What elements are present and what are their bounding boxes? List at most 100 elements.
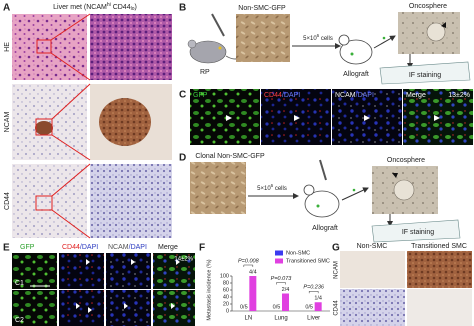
channel-part: /DAPI bbox=[282, 92, 300, 99]
syringe bbox=[211, 13, 225, 37]
pointers bbox=[226, 115, 440, 121]
channel-part: /DAPI bbox=[129, 244, 147, 251]
channel-label: NCAM/DAPI bbox=[108, 244, 147, 251]
row-label: CD44 bbox=[4, 192, 11, 210]
result-label: Oncosphere bbox=[409, 3, 447, 10]
host-label: Allograft bbox=[343, 71, 369, 78]
assay-label: IF staining bbox=[402, 229, 434, 236]
y-tick-label: 0 bbox=[226, 308, 229, 314]
micrograph bbox=[190, 89, 260, 145]
micrograph bbox=[12, 290, 57, 326]
injection-label: 5×106 cells bbox=[257, 183, 287, 191]
row-label: CD44 bbox=[334, 300, 340, 316]
host-label: Allograft bbox=[312, 225, 338, 232]
legend-swatch bbox=[275, 258, 283, 264]
pointers bbox=[76, 259, 180, 313]
micrograph bbox=[190, 162, 246, 214]
y-tick-label: 20 bbox=[223, 301, 229, 307]
channel-part: NCAM bbox=[335, 92, 356, 99]
zoom-line bbox=[51, 209, 91, 239]
mouse-label: RP bbox=[200, 69, 210, 76]
value-label: 2/4 bbox=[282, 287, 290, 293]
micrograph bbox=[340, 251, 405, 288]
title-sub: lo bbox=[131, 6, 135, 12]
stain-region bbox=[35, 121, 53, 135]
micrograph bbox=[407, 251, 472, 288]
significance-bracket bbox=[276, 282, 286, 285]
assay-label: IF staining bbox=[409, 72, 441, 79]
injection-part: cells bbox=[319, 36, 333, 42]
legend-label: Non-SMC bbox=[286, 250, 310, 256]
micrograph bbox=[407, 289, 472, 326]
channel-label: CD44/DAPI bbox=[264, 92, 300, 99]
x-tick-label: Liver bbox=[307, 316, 320, 322]
y-tick-label: 100 bbox=[220, 273, 229, 279]
annotation: P=0.236 bbox=[303, 285, 325, 291]
channel-part: NCAM bbox=[108, 244, 129, 251]
channel-label: Merge bbox=[406, 92, 426, 99]
channel-label: GFP bbox=[193, 92, 208, 99]
percent-label: 13±2% bbox=[448, 92, 470, 99]
stain-region bbox=[99, 98, 151, 146]
zoom-line bbox=[51, 134, 91, 161]
title-part: CD44 bbox=[111, 4, 131, 11]
micrograph bbox=[153, 253, 195, 289]
micrograph bbox=[90, 164, 172, 238]
legend-swatch bbox=[275, 250, 283, 256]
value-label: 4/4 bbox=[249, 269, 257, 275]
row-label: NCAM bbox=[4, 112, 11, 133]
zoom-line bbox=[51, 83, 91, 120]
micrograph bbox=[59, 253, 104, 289]
injection-site bbox=[218, 46, 222, 50]
channel-label: NCAM/DAPI bbox=[335, 92, 374, 99]
micrograph bbox=[59, 290, 104, 326]
x-tick-label: Lung bbox=[274, 316, 287, 322]
oncosphere bbox=[426, 22, 446, 42]
panel-label: E bbox=[3, 243, 10, 254]
x-tick-label: LN bbox=[244, 316, 252, 322]
zoom-box bbox=[35, 195, 53, 211]
injection-sup: 6 bbox=[317, 33, 320, 38]
clone-label: C1 bbox=[15, 280, 24, 287]
pointer bbox=[441, 22, 446, 28]
value-label: 0/5 bbox=[240, 304, 248, 310]
row-label: NCAM bbox=[334, 261, 340, 279]
zoom-line bbox=[50, 52, 91, 81]
significance-bracket bbox=[308, 291, 319, 294]
micrograph bbox=[90, 14, 172, 80]
marker-dot bbox=[352, 188, 356, 192]
injection-part: cells bbox=[273, 186, 287, 192]
bar bbox=[249, 276, 257, 311]
micrograph bbox=[12, 84, 87, 160]
panel-label: C bbox=[179, 90, 186, 101]
zoom-indicators bbox=[35, 13, 91, 239]
channel-part: Merge bbox=[406, 92, 426, 99]
cells-label: Clonal Non-SMC-GFP bbox=[195, 153, 265, 160]
value-label: 1/4 bbox=[314, 296, 322, 302]
annotation: P=0.073 bbox=[271, 276, 293, 282]
panel-label: G bbox=[332, 243, 340, 254]
channel-part: GFP bbox=[193, 92, 208, 99]
micrograph bbox=[12, 164, 87, 238]
value-label: 0/5 bbox=[273, 304, 281, 310]
channel-label: Merge bbox=[158, 244, 178, 251]
panel-label: F bbox=[199, 243, 205, 254]
channel-part: Merge bbox=[158, 244, 178, 251]
column-label: Transitioned SMC bbox=[411, 243, 467, 250]
micrograph bbox=[340, 289, 405, 326]
channel-part: /DAPI bbox=[80, 244, 98, 251]
channel-part: /DAPI bbox=[356, 92, 374, 99]
title-part: Liver met (NCAM bbox=[53, 4, 107, 11]
injection-label: 5×106 cells bbox=[303, 33, 333, 41]
channel-part: CD44 bbox=[62, 244, 80, 251]
y-axis-label: Metastasis incidence (%) bbox=[206, 259, 212, 320]
percent-label: 14±2% bbox=[174, 257, 193, 263]
zoom-box bbox=[36, 39, 52, 54]
mouse bbox=[338, 34, 373, 65]
slide bbox=[371, 219, 461, 243]
column-label: Non-SMC bbox=[357, 243, 388, 250]
